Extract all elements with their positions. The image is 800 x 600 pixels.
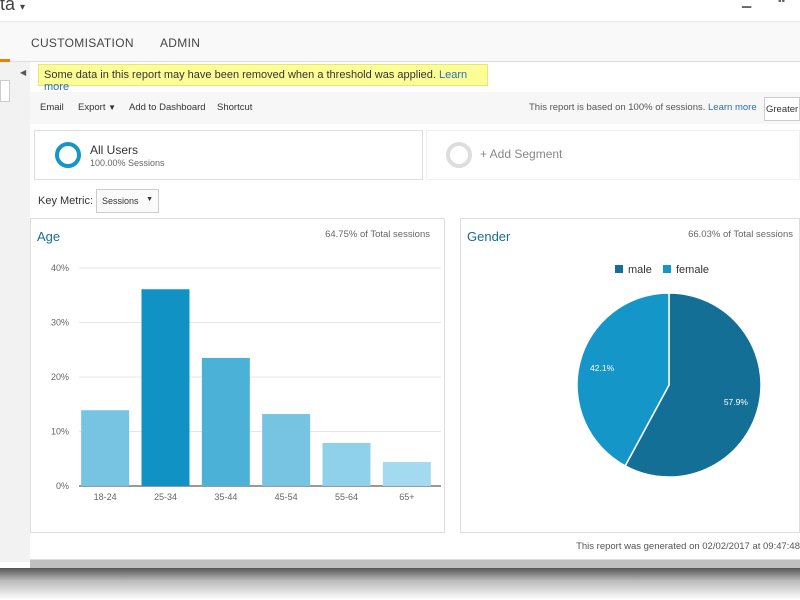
age-panel: Age 64.75% of Total sessions 0% 10% 20% 30%… bbox=[30, 218, 445, 533]
segment-ring-icon bbox=[55, 142, 81, 168]
bar-45-54 bbox=[262, 414, 311, 486]
top-bar: ta ▾ ▁ ▪▪ bbox=[0, 0, 800, 22]
key-metric-label: Key Metric: bbox=[38, 195, 94, 207]
bar-65+ bbox=[382, 462, 431, 486]
window-shadow bbox=[0, 568, 800, 600]
apps-grid-icon[interactable]: ▪▪ bbox=[778, 0, 786, 7]
legend-swatch-female bbox=[663, 265, 671, 273]
x-tick-label: 55-64 bbox=[335, 492, 358, 502]
legend-label-male: male bbox=[628, 264, 652, 276]
active-tab-indicator bbox=[0, 59, 10, 62]
caret-down-icon: ▼ bbox=[146, 196, 153, 203]
tab-admin[interactable]: ADMIN bbox=[160, 36, 201, 50]
sampling-learn-more-link[interactable]: Learn more bbox=[708, 102, 757, 113]
collapse-sidebar-icon[interactable]: ◀ bbox=[20, 68, 27, 77]
age-title: Age bbox=[37, 229, 61, 244]
add-to-dashboard-button[interactable]: Add to Dashboard bbox=[129, 102, 206, 113]
export-label: Export bbox=[78, 102, 106, 113]
gender-pie-chart: male female 57.9% 42.1% bbox=[576, 264, 762, 478]
add-segment-label: + Add Segment bbox=[480, 147, 563, 161]
sidebar bbox=[0, 62, 30, 562]
pie-slice-female bbox=[576, 292, 670, 467]
generated-timestamp: This report was generated on 02/02/2017 … bbox=[576, 541, 800, 552]
gender-panel: Gender 66.03% of Total sessions male fema… bbox=[460, 218, 800, 533]
x-tick-label: 45-54 bbox=[275, 492, 298, 502]
bar-18-24 bbox=[81, 410, 130, 486]
property-selector[interactable]: ta ▾ bbox=[0, 0, 25, 15]
y-tick-label: 20% bbox=[51, 372, 69, 382]
report-footer: This report was generated on 02/02/2017 … bbox=[30, 533, 800, 559]
pie-data-label: 57.9% bbox=[724, 397, 749, 407]
export-button[interactable]: Export ▼ bbox=[78, 102, 116, 113]
gender-title: Gender bbox=[467, 229, 511, 244]
age-subtitle: 64.75% of Total sessions bbox=[325, 229, 430, 240]
pie-data-label: 42.1% bbox=[590, 363, 615, 373]
segment-name: All Users bbox=[90, 143, 139, 157]
notice-learn-more-link[interactable]: Learn more bbox=[44, 69, 468, 93]
caret-down-icon: ▾ bbox=[20, 2, 26, 13]
age-bar-chart: 0% 10% 20% 30% 40% 18-24 25-34 35-44 45-54 55-64 6… bbox=[51, 263, 441, 502]
threshold-notice: Some data in this report may have been r… bbox=[38, 64, 488, 93]
sampling-text: This report is based on 100% of sessions… bbox=[529, 102, 706, 113]
bar-35-44 bbox=[201, 357, 250, 486]
y-tick-label: 0% bbox=[56, 481, 69, 491]
bar-55-64 bbox=[322, 442, 371, 486]
empty-segment-ring-icon bbox=[446, 142, 472, 168]
segment-sub: 100.00% Sessions bbox=[90, 158, 165, 168]
notifications-icon[interactable]: ▁ bbox=[742, 0, 752, 8]
sidebar-search-input[interactable] bbox=[0, 80, 10, 102]
shortcut-button[interactable]: Shortcut bbox=[217, 102, 253, 113]
segment-all-users[interactable]: All Users 100.00% Sessions bbox=[34, 130, 423, 180]
x-tick-label: 18-24 bbox=[94, 492, 117, 502]
email-button[interactable]: Email bbox=[40, 102, 64, 113]
y-tick-label: 30% bbox=[51, 318, 69, 328]
x-tick-label: 35-44 bbox=[214, 492, 237, 502]
x-tick-label: 65+ bbox=[399, 492, 414, 502]
x-tick-label: 25-34 bbox=[154, 492, 177, 502]
y-tick-label: 40% bbox=[51, 263, 69, 273]
report-toolbar: Email Export ▼ Add to Dashboard Shortcut… bbox=[30, 92, 800, 124]
pie-slice-male bbox=[624, 292, 762, 478]
notice-text: Some data in this report may have been r… bbox=[44, 69, 436, 81]
property-name: ta bbox=[0, 0, 16, 14]
precision-dropdown[interactable]: Greater bbox=[764, 97, 800, 121]
key-metric-dropdown[interactable]: Sessions ▼ bbox=[96, 189, 159, 213]
key-metric-value: Sessions bbox=[102, 196, 139, 206]
caret-down-icon: ▼ bbox=[108, 103, 117, 112]
legend-label-female: female bbox=[676, 264, 709, 276]
sampling-info: This report is based on 100% of sessions… bbox=[529, 102, 757, 113]
y-tick-label: 10% bbox=[51, 427, 69, 437]
gender-subtitle: 66.03% of Total sessions bbox=[688, 229, 793, 240]
add-segment-button[interactable]: + Add Segment bbox=[426, 130, 800, 180]
bar-25-34 bbox=[141, 289, 190, 486]
legend-swatch-male bbox=[615, 265, 623, 273]
horizontal-scrollbar[interactable] bbox=[30, 559, 800, 568]
tab-customisation[interactable]: CUSTOMISATION bbox=[31, 36, 134, 50]
main-nav: CUSTOMISATION ADMIN bbox=[0, 22, 800, 62]
